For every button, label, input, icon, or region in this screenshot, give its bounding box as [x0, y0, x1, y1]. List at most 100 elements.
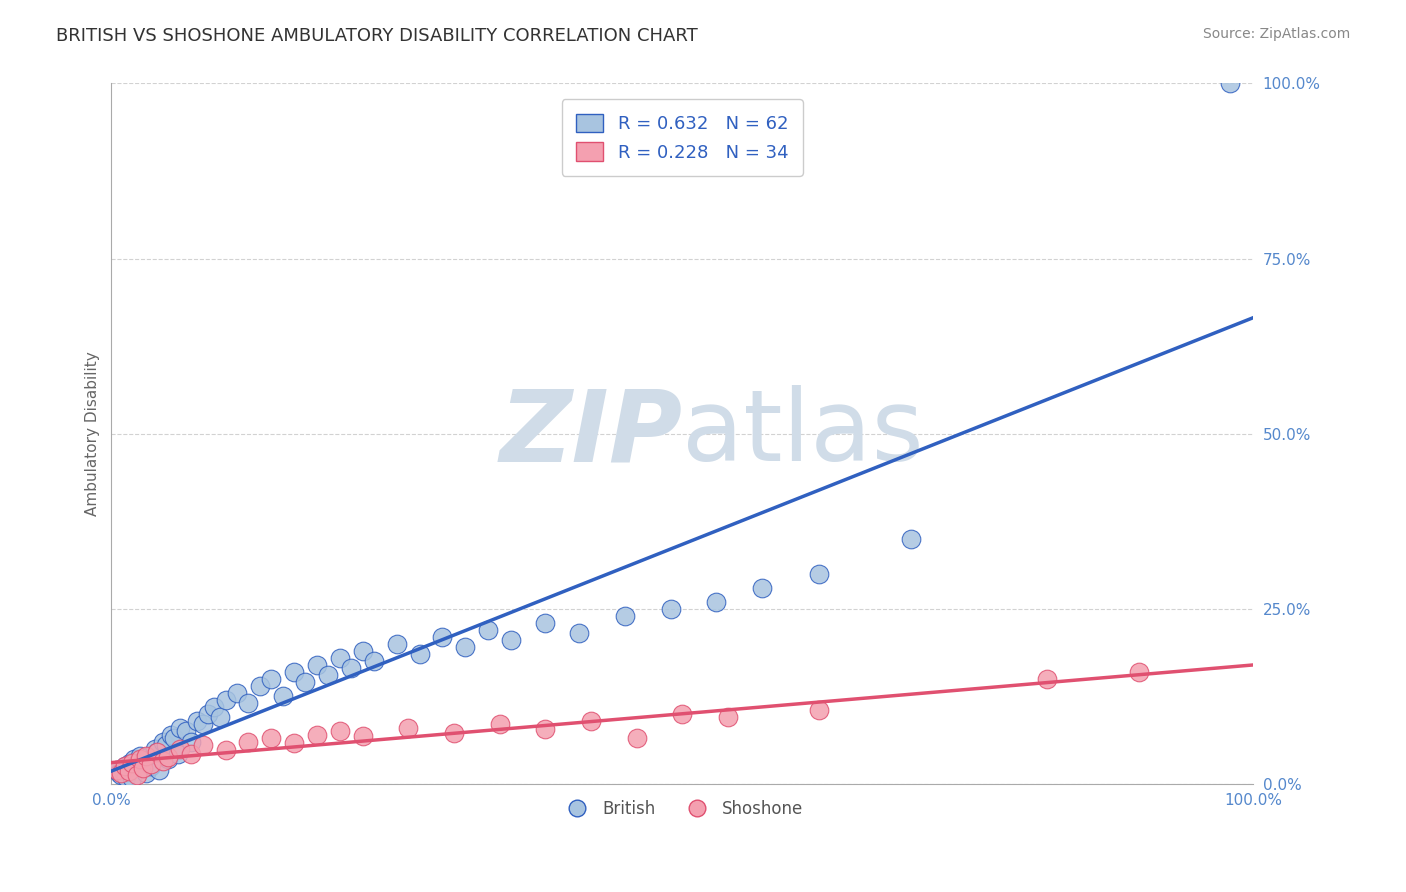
Point	[1219, 77, 1241, 91]
Point	[568, 626, 591, 640]
Point	[385, 637, 408, 651]
Point	[174, 724, 197, 739]
Point	[132, 755, 155, 769]
Point	[180, 747, 202, 762]
Point	[579, 714, 602, 728]
Point	[214, 692, 236, 706]
Point	[148, 763, 170, 777]
Point	[157, 750, 180, 764]
Point	[271, 689, 294, 703]
Point	[191, 738, 214, 752]
Point	[706, 595, 728, 609]
Point	[143, 741, 166, 756]
Point	[238, 696, 260, 710]
Text: atlas: atlas	[682, 385, 924, 482]
Text: ZIP: ZIP	[499, 385, 682, 482]
Point	[1128, 665, 1150, 679]
Point	[249, 679, 271, 693]
Point	[191, 717, 214, 731]
Point	[477, 623, 499, 637]
Point	[141, 757, 163, 772]
Point	[329, 724, 352, 739]
Point	[614, 608, 637, 623]
Point	[152, 735, 174, 749]
Point	[717, 710, 740, 724]
Point	[671, 706, 693, 721]
Point	[329, 650, 352, 665]
Point	[208, 710, 231, 724]
Legend: British, Shoshone: British, Shoshone	[554, 793, 810, 824]
Point	[454, 640, 477, 655]
Point	[125, 768, 148, 782]
Point	[122, 752, 145, 766]
Text: BRITISH VS SHOSHONE AMBULATORY DISABILITY CORRELATION CHART: BRITISH VS SHOSHONE AMBULATORY DISABILIT…	[56, 27, 697, 45]
Point	[626, 731, 648, 746]
Point	[169, 721, 191, 735]
Point	[105, 763, 128, 777]
Point	[305, 657, 328, 672]
Point	[157, 752, 180, 766]
Point	[108, 766, 131, 780]
Point	[146, 745, 169, 759]
Point	[260, 672, 283, 686]
Point	[152, 755, 174, 769]
Point	[141, 759, 163, 773]
Point	[488, 717, 510, 731]
Point	[135, 748, 157, 763]
Point	[163, 731, 186, 746]
Point	[1036, 672, 1059, 686]
Point	[125, 757, 148, 772]
Point	[214, 743, 236, 757]
Point	[155, 738, 177, 752]
Point	[808, 566, 831, 581]
Point	[186, 714, 208, 728]
Point	[118, 756, 141, 770]
Point	[260, 731, 283, 746]
Point	[751, 581, 773, 595]
Point	[352, 643, 374, 657]
Point	[166, 747, 188, 762]
Point	[129, 752, 152, 766]
Point	[534, 615, 557, 630]
Point	[129, 748, 152, 763]
Point	[808, 703, 831, 717]
Point	[443, 726, 465, 740]
Point	[159, 728, 181, 742]
Point	[136, 750, 159, 764]
Text: Source: ZipAtlas.com: Source: ZipAtlas.com	[1202, 27, 1350, 41]
Point	[146, 745, 169, 759]
Point	[132, 761, 155, 775]
Point	[197, 706, 219, 721]
Point	[318, 668, 340, 682]
Point	[305, 728, 328, 742]
Point	[432, 630, 454, 644]
Point	[238, 735, 260, 749]
Point	[114, 759, 136, 773]
Point	[226, 686, 249, 700]
Point	[121, 771, 143, 785]
Point	[110, 768, 132, 782]
Point	[180, 735, 202, 749]
Point	[900, 532, 922, 546]
Y-axis label: Ambulatory Disability: Ambulatory Disability	[86, 351, 100, 516]
Point	[110, 766, 132, 780]
Point	[135, 766, 157, 780]
Point	[534, 722, 557, 736]
Point	[340, 661, 363, 675]
Point	[499, 633, 522, 648]
Point	[352, 729, 374, 743]
Point	[121, 756, 143, 770]
Point	[283, 736, 305, 750]
Point	[659, 601, 682, 615]
Point	[202, 699, 225, 714]
Point	[115, 770, 138, 784]
Point	[169, 741, 191, 756]
Point	[111, 764, 134, 778]
Point	[117, 764, 139, 778]
Point	[363, 654, 385, 668]
Point	[105, 763, 128, 777]
Point	[117, 761, 139, 775]
Point	[283, 665, 305, 679]
Point	[408, 647, 430, 661]
Point	[294, 675, 316, 690]
